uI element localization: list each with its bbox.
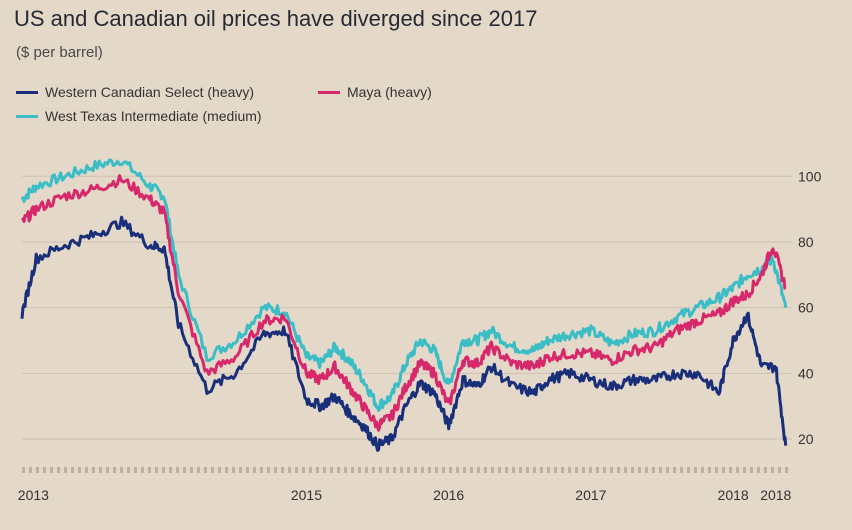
x-tick-label-2: 2016 (433, 487, 464, 503)
y-tick-label-80: 80 (798, 234, 814, 250)
x-axis: 2013 2015 2016 2017 2018 2018 (18, 467, 792, 503)
x-tick-label-4: 2018 (718, 487, 749, 503)
y-axis-labels: 20 40 60 80 100 (798, 168, 822, 447)
chart-subtitle: ($ per barrel) (16, 44, 103, 61)
legend-item-wti: West Texas Intermediate (medium) (16, 108, 262, 124)
x-tick-label-0: 2013 (18, 487, 49, 503)
legend-item-wcs: Western Canadian Select (heavy) (16, 84, 254, 100)
legend-item-maya: Maya (heavy) (318, 84, 432, 100)
gridlines (22, 175, 792, 440)
legend-swatch-maya (318, 90, 340, 94)
y-tick-label-20: 20 (798, 431, 814, 447)
legend-label-wti: West Texas Intermediate (medium) (45, 108, 262, 124)
y-tick-label-60: 60 (798, 300, 814, 316)
legend-label-maya: Maya (heavy) (347, 84, 432, 100)
legend-swatch-wti (16, 114, 38, 118)
series-line-maya (20, 174, 787, 432)
x-tick-label-5: 2018 (760, 487, 791, 503)
chart-title: US and Canadian oil prices have diverged… (14, 6, 538, 31)
series-lines (20, 158, 788, 452)
x-tick-label-1: 2015 (291, 487, 322, 503)
series-line-wcs (20, 215, 788, 452)
legend-swatch-wcs (16, 90, 38, 94)
legend-label-wcs: Western Canadian Select (heavy) (45, 84, 255, 100)
y-tick-label-100: 100 (798, 168, 822, 184)
y-tick-label-40: 40 (798, 365, 814, 381)
x-tick-label-3: 2017 (575, 487, 606, 503)
series-line-wti (20, 158, 788, 412)
